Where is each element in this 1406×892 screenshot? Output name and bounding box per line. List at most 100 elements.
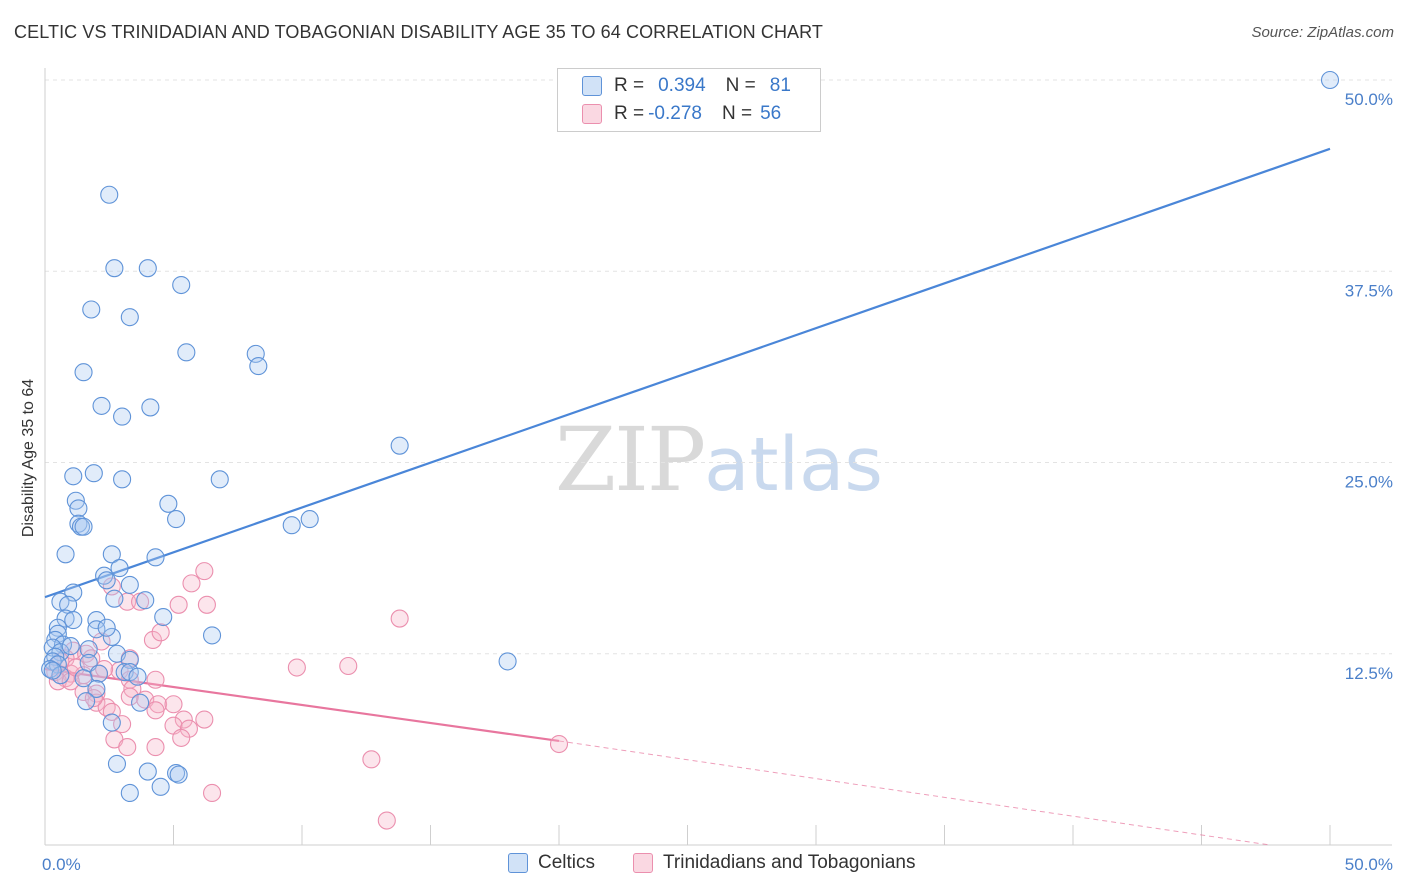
legend-swatch-celtics: [582, 76, 602, 96]
point-trinidadians: [151, 623, 170, 642]
point-celtics: [120, 575, 139, 594]
legend-r-label: R =: [614, 103, 645, 124]
y-tick-label: 12.5%: [1345, 664, 1393, 683]
series-swatch-celtics: [508, 853, 528, 873]
point-celtics: [97, 618, 116, 637]
point-celtics: [167, 510, 186, 529]
point-trinidadians: [164, 695, 183, 714]
y-tick-label: 50.0%: [1345, 90, 1393, 109]
point-trinidadians: [195, 562, 214, 581]
point-celtics: [169, 765, 188, 784]
trend-line-celtics: [44, 147, 1331, 599]
series-legend: Celtics Trinidadians and Tobagonians: [0, 852, 1406, 878]
series-swatch-trinidadians: [633, 853, 653, 873]
series-label-trinidadians: Trinidadians and Tobagonians: [663, 852, 916, 873]
point-trinidadians: [377, 811, 396, 830]
point-celtics: [177, 343, 196, 362]
point-celtics: [56, 609, 75, 628]
point-celtics: [43, 661, 62, 680]
point-celtics: [390, 436, 409, 455]
point-trinidadians: [146, 738, 165, 757]
series-legend-celtics: Celtics: [508, 852, 595, 874]
point-celtics: [87, 679, 106, 698]
y-tick-label: 25.0%: [1345, 473, 1393, 492]
point-celtics: [138, 762, 157, 781]
watermark-atlas: atlas: [704, 422, 883, 508]
point-celtics: [113, 407, 132, 426]
point-celtics: [113, 470, 132, 489]
legend-n-value: 56: [760, 103, 782, 124]
point-trinidadians: [390, 609, 409, 628]
legend-n-value: 81: [769, 75, 791, 96]
point-trinidadians: [174, 710, 193, 729]
point-celtics: [203, 626, 222, 645]
point-celtics: [498, 652, 517, 671]
point-celtics: [97, 571, 116, 590]
point-celtics: [64, 611, 83, 630]
point-celtics: [141, 398, 160, 417]
point-celtics: [1320, 70, 1340, 90]
point-trinidadians: [195, 710, 214, 729]
x-tick-label: 0.0%: [42, 855, 81, 874]
point-trinidadians: [197, 595, 216, 614]
point-celtics: [74, 669, 93, 688]
data-points: [41, 70, 1340, 830]
point-celtics: [87, 611, 106, 630]
legend-r-value: -0.278: [648, 103, 702, 124]
point-celtics: [128, 667, 147, 686]
point-celtics: [89, 664, 109, 683]
legend-swatch-trinidadians: [582, 104, 602, 124]
legend-row-trinidadians: R = -0.278 N = 56: [582, 101, 781, 127]
point-trinidadians: [102, 702, 121, 721]
point-trinidadians: [118, 738, 137, 757]
point-celtics: [102, 545, 121, 564]
point-trinidadians: [169, 595, 188, 614]
point-trinidadians: [146, 701, 165, 720]
trend-line-trinidadians-extension: [558, 740, 1271, 846]
point-celtics: [282, 516, 301, 535]
point-trinidadians: [143, 630, 162, 650]
point-trinidadians: [179, 719, 198, 738]
point-trinidadians: [362, 750, 381, 769]
point-trinidadians: [203, 783, 222, 803]
point-celtics: [61, 637, 80, 656]
point-celtics: [64, 467, 83, 486]
point-celtics: [79, 640, 98, 659]
point-celtics: [154, 607, 173, 627]
point-celtics: [92, 396, 111, 415]
point-celtics: [159, 494, 178, 513]
stats-legend: R = 0.394 N = 81 R = -0.278 N = 56: [557, 68, 821, 132]
point-trinidadians: [287, 658, 306, 677]
point-celtics: [138, 259, 157, 278]
point-celtics: [77, 692, 96, 711]
point-celtics: [120, 308, 139, 327]
legend-n-label: N =: [721, 103, 753, 124]
legend-r-label: R =: [614, 75, 645, 96]
tick-labels: 12.5% 25.0% 37.5% 50.0% 0.0% 50.0%: [42, 90, 1393, 874]
watermark: ZIPatlas: [555, 408, 883, 511]
point-trinidadians: [120, 687, 139, 706]
legend-row-celtics: R = 0.394 N = 81: [582, 73, 791, 99]
point-celtics: [172, 275, 191, 295]
series-legend-trinidadians: Trinidadians and Tobagonians: [633, 852, 915, 874]
point-celtics: [102, 627, 121, 646]
point-trinidadians: [549, 734, 569, 754]
point-celtics: [105, 589, 124, 608]
point-trinidadians: [146, 670, 165, 689]
point-celtics: [136, 591, 155, 610]
axes: [44, 68, 1392, 846]
point-celtics: [120, 783, 139, 803]
point-celtics: [84, 464, 103, 483]
point-trinidadians: [172, 728, 191, 747]
point-celtics: [74, 517, 93, 536]
point-celtics: [300, 510, 319, 529]
gridlines: [45, 79, 1392, 655]
point-celtics: [74, 363, 93, 382]
y-axis-title: Disability Age 35 to 64: [20, 379, 37, 537]
point-celtics: [107, 754, 127, 773]
point-celtics: [69, 514, 88, 533]
trend-lines: [44, 147, 1331, 846]
source-label: Source: ZipAtlas.com: [1251, 24, 1394, 41]
point-celtics: [102, 713, 121, 732]
